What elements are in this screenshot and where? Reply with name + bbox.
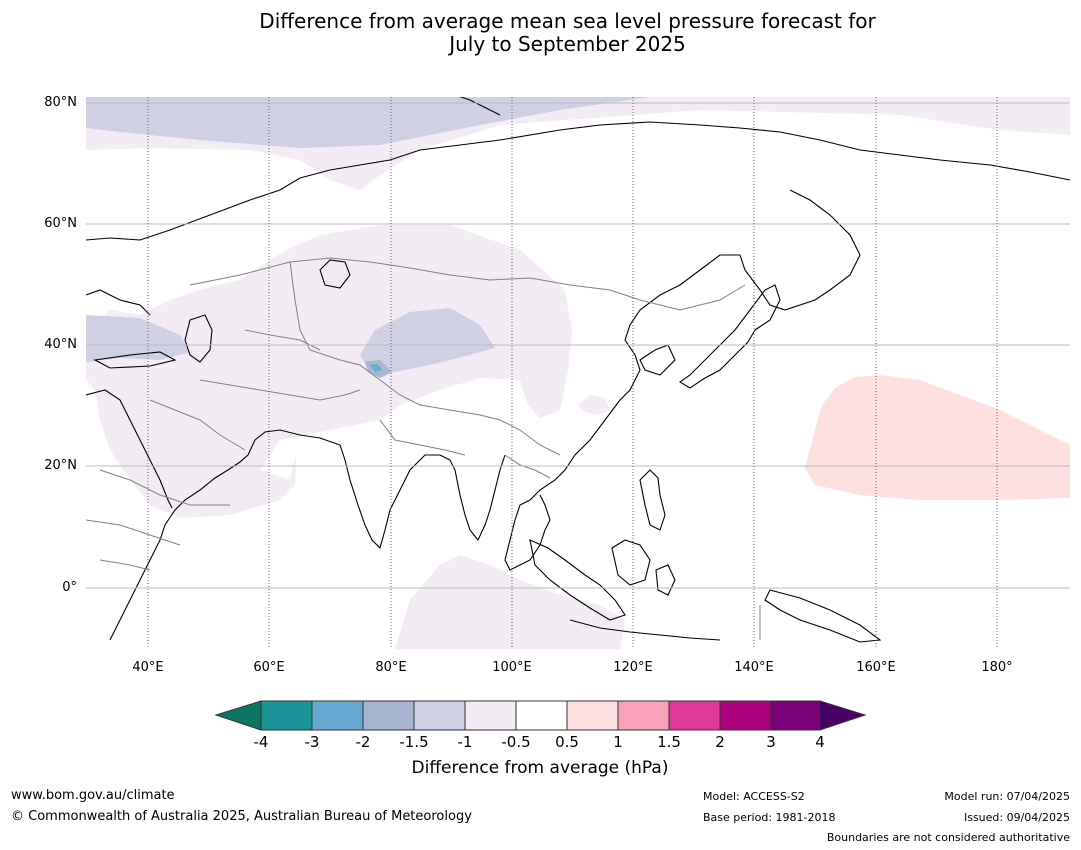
colorbar-bin [516,701,567,730]
disclaimer-text: Boundaries are not considered authoritat… [826,831,1070,844]
website-link[interactable]: www.bom.gov.au/climate [11,788,175,803]
colorbar-extend-high [820,701,865,730]
colorbar-bin [261,701,312,730]
colorbar [214,700,867,731]
colorbar-tick-label: -1.5 [399,733,429,751]
anomaly-region-negative-3 [370,364,382,372]
colorbar-bin [312,701,363,730]
colorbar-bin [567,701,618,730]
lon-label: 120°E [613,660,653,675]
colorbar-tick-label: -1 [457,733,473,751]
anomaly-region-negative-1-5-caspian [86,315,190,362]
lon-label: 40°E [132,660,164,675]
colorbar-bin [771,701,820,730]
colorbar-bin [618,701,669,730]
model-text: Model: ACCESS-S2 [703,790,805,803]
colorbar-bin [363,701,414,730]
country-borders [86,257,761,640]
lon-label: 140°E [734,660,774,675]
colorbar-tick-label: 1.5 [657,733,681,751]
copyright-text: © Commonwealth of Australia 2025, Austra… [11,809,472,824]
map-area [86,97,1070,649]
lat-label: 20°N [44,458,77,473]
colorbar-tick-label: -2 [355,733,371,751]
title-line-1: Difference from average mean sea level p… [259,9,876,33]
anomaly-region-negative-1-5-arctic [86,97,650,148]
title-line-2: July to September 2025 [449,32,686,56]
colorbar-title: Difference from average (hPa) [411,758,669,778]
base-period-text: Base period: 1981-2018 [703,811,836,824]
colorbar-tick-label: -4 [253,733,269,751]
map-title: Difference from average mean sea level p… [0,10,1081,56]
colorbar-bin [669,701,720,730]
colorbar-tick-label: 1 [613,733,623,751]
lon-label: 160°E [856,660,896,675]
coastlines [86,97,1070,643]
lat-label: 80°N [44,95,77,110]
lat-label: 40°N [44,337,77,352]
gridlines [86,97,1070,649]
lat-label: 0° [62,580,77,595]
colorbar-bin [465,701,516,730]
colorbar-bin [720,701,771,730]
anomaly-region-negative-0-5-indian-ocean [395,555,625,649]
colorbar-tick-label: 0.5 [555,733,579,751]
colorbar-extend-low [216,701,261,730]
colorbar-bin [414,701,465,730]
model-run-text: Model run: 07/04/2025 [944,790,1070,803]
lon-label: 180° [981,660,1013,675]
lon-label: 80°E [375,660,407,675]
anomaly-region-negative-0-5-central-asia [86,225,572,518]
lon-label: 60°E [253,660,285,675]
anomaly-region-negative-0-5-bay [578,395,610,415]
issued-text: Issued: 09/04/2025 [963,811,1070,824]
anomaly-region-negative-1-5-tarim [360,308,495,372]
anomaly-region-positive-0-5-pacific [805,375,1070,500]
lat-label: 60°N [44,216,77,231]
lon-label: 100°E [492,660,532,675]
colorbar-tick-label: -0.5 [501,733,531,751]
colorbar-tick-label: 3 [766,733,776,751]
colorbar-tick-label: -3 [304,733,320,751]
colorbar-tick-label: 2 [715,733,725,751]
colorbar-tick-label: 4 [815,733,825,751]
